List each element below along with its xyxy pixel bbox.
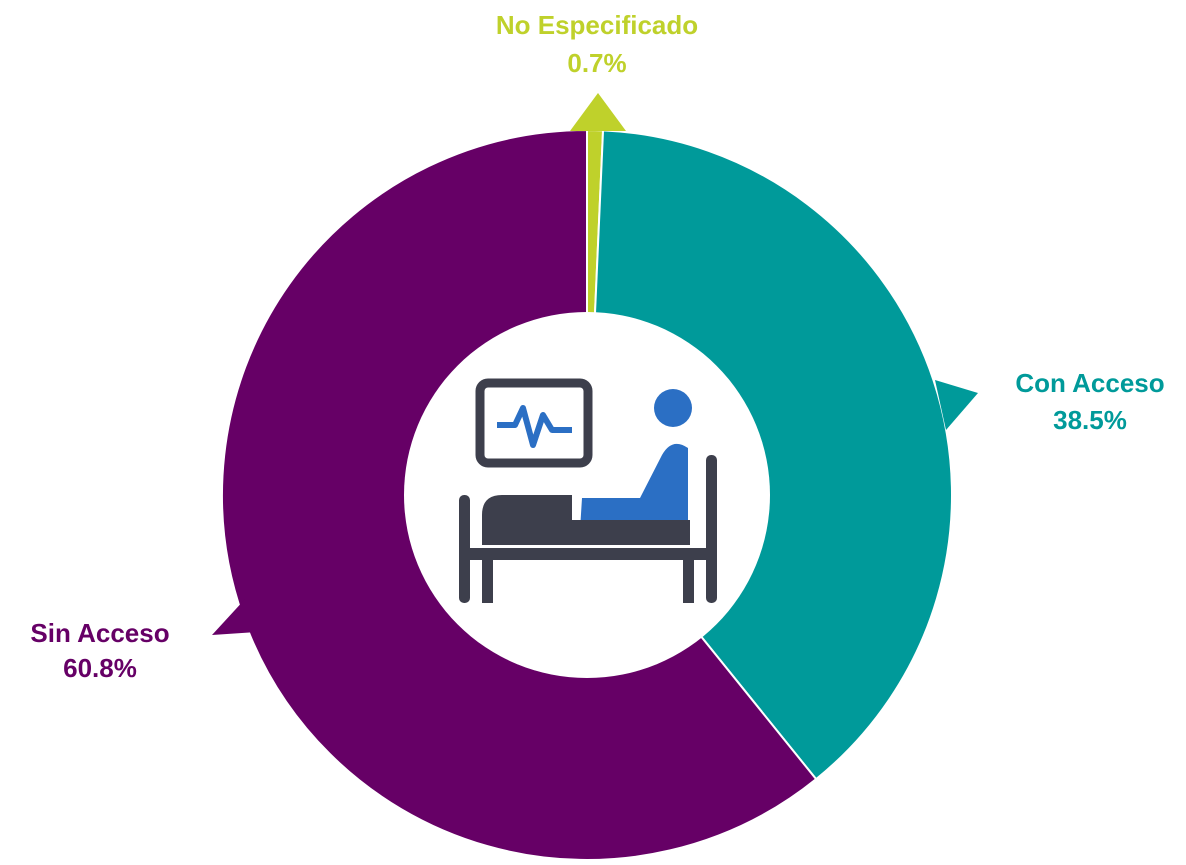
label-pointer [212,598,256,635]
value-label: 0.7% [567,48,626,78]
category-label: No Especificado [496,10,698,40]
category-label: Con Acceso [1015,368,1164,398]
category-label: Sin Acceso [30,618,169,648]
hospital-icon [459,378,717,603]
value-label: 38.5% [1053,405,1127,435]
label-pointer [570,93,626,131]
label-pointer [935,380,978,430]
value-label: 60.8% [63,653,137,683]
slice [585,129,953,781]
